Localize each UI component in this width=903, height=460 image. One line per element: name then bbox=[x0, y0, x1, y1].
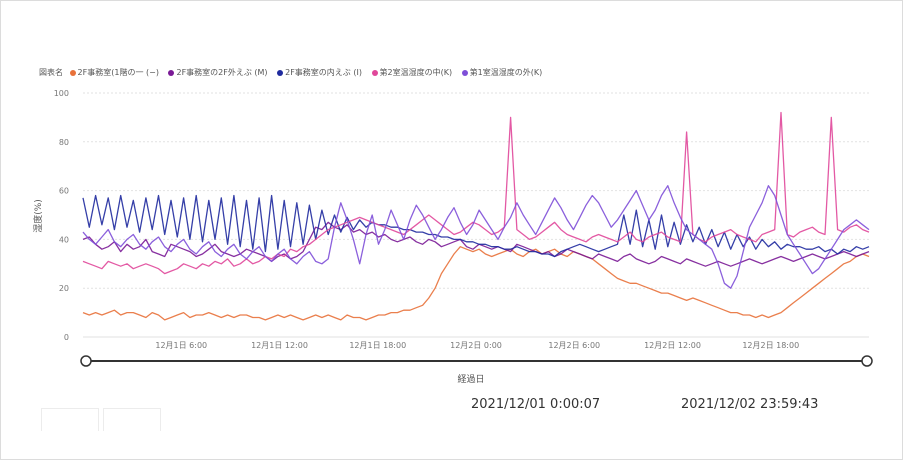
y-tick-label: 80 bbox=[59, 138, 69, 147]
legend-label: 2F事務室の2F外えぶ (M) bbox=[176, 68, 268, 77]
legend-label: 2F事務室の内えぶ (I) bbox=[285, 68, 362, 77]
x-tick-label: 12月1日 18:00 bbox=[349, 341, 406, 350]
series-line-4[interactable] bbox=[82, 185, 870, 289]
series-line-3[interactable] bbox=[82, 111, 870, 275]
legend-item[interactable]: 第2室温湿度の中(K) bbox=[371, 68, 453, 77]
x-tick-label: 12月2日 18:00 bbox=[742, 341, 799, 350]
toolbar-tab[interactable] bbox=[103, 408, 161, 431]
range-slider-start-handle[interactable] bbox=[80, 355, 92, 367]
legend-title: 図表名 bbox=[39, 68, 63, 77]
legend-item[interactable]: 2F事務室の内えぶ (I) bbox=[277, 68, 362, 77]
legend-label: 第2室温湿度の中(K) bbox=[379, 68, 453, 77]
series-line-2[interactable] bbox=[82, 194, 870, 258]
legend-dot-icon bbox=[461, 69, 468, 76]
range-slider-end-handle[interactable] bbox=[861, 355, 873, 367]
legend-item[interactable]: 2F事務室(1階の一 (−) bbox=[69, 68, 159, 77]
series-lines bbox=[82, 111, 870, 321]
legend-dot-icon bbox=[277, 69, 284, 76]
y-axis: 0 20 40 60 80 100 bbox=[54, 89, 69, 342]
y-tick-label: 0 bbox=[64, 333, 69, 342]
y-tick-label: 20 bbox=[59, 284, 69, 293]
toolbar-tab[interactable] bbox=[41, 408, 99, 431]
x-tick-label: 12月2日 0:00 bbox=[450, 341, 502, 350]
y-tick-label: 100 bbox=[54, 89, 69, 98]
x-axis: 12月1日 6:00 12月1日 12:00 12月1日 18:00 12月2日 0:… bbox=[155, 341, 799, 350]
y-tick-label: 40 bbox=[59, 235, 69, 244]
x-tick-label: 12月1日 12:00 bbox=[251, 341, 308, 350]
x-tick-label: 12月1日 6:00 bbox=[155, 341, 207, 350]
legend-dot-icon bbox=[371, 69, 378, 76]
y-axis-label: 湿度(%) bbox=[32, 199, 44, 233]
x-tick-label: 12月2日 6:00 bbox=[548, 341, 600, 350]
range-end-label: 2021/12/02 23:59:43 bbox=[681, 397, 819, 412]
x-tick-label: 12月2日 12:00 bbox=[644, 341, 701, 350]
legend-label: 2F事務室(1階の一 (−) bbox=[77, 68, 159, 77]
legend-item[interactable]: 2F事務室の2F外えぶ (M) bbox=[168, 68, 268, 77]
series-line-0[interactable] bbox=[82, 246, 870, 321]
x-axis-title: 経過日 bbox=[457, 373, 484, 385]
legend-label: 第1室温湿度の外(K) bbox=[469, 68, 543, 77]
grid bbox=[83, 92, 869, 338]
range-start-label: 2021/12/01 0:00:07 bbox=[471, 397, 601, 412]
legend-item[interactable]: 第1室温湿度の外(K) bbox=[461, 68, 543, 77]
legend: 図表名 2F事務室(1階の一 (−) 2F事務室の2F外えぶ (M) 2F事務室… bbox=[39, 67, 549, 78]
legend-dot-icon bbox=[69, 69, 76, 76]
legend-dot-icon bbox=[168, 69, 175, 76]
series-line-1[interactable] bbox=[82, 221, 870, 267]
y-tick-label: 60 bbox=[59, 187, 69, 196]
